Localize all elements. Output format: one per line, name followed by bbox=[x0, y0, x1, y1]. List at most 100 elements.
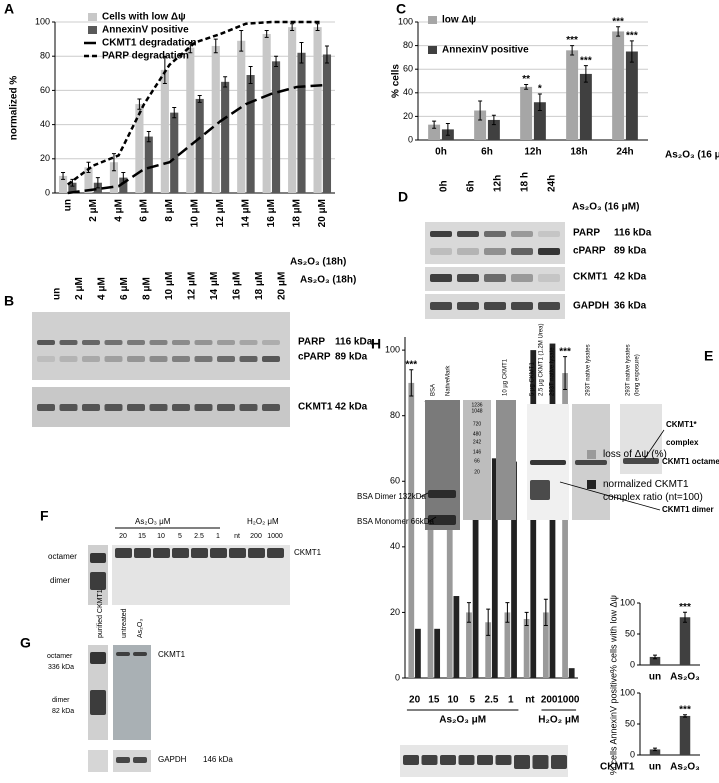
blot-band bbox=[127, 356, 145, 362]
y-tick-label: 80 bbox=[40, 51, 50, 61]
blot-band bbox=[104, 340, 123, 345]
error-bar bbox=[213, 38, 218, 54]
lane-label: nt bbox=[234, 533, 240, 540]
error-bar bbox=[146, 130, 151, 143]
error-bar bbox=[315, 23, 320, 32]
blot-band bbox=[37, 404, 55, 411]
blot-band bbox=[133, 652, 147, 656]
x-tick-label: 1 bbox=[508, 695, 514, 706]
lane-label: 5 bbox=[178, 533, 182, 540]
bar bbox=[649, 656, 661, 665]
y-tick-label: 20 bbox=[40, 153, 50, 163]
lane-label: 20 μM bbox=[277, 272, 288, 300]
error-bar bbox=[537, 93, 542, 111]
bar bbox=[297, 52, 306, 193]
blot-band bbox=[484, 274, 506, 282]
blot-band bbox=[575, 460, 607, 465]
blot-band bbox=[217, 404, 235, 411]
error-bar bbox=[409, 369, 414, 397]
marker-size: 720 bbox=[473, 421, 482, 427]
blot-band bbox=[430, 274, 452, 282]
blot-band bbox=[82, 356, 100, 362]
annotation: BSA Monomer 66kDa bbox=[357, 517, 434, 526]
blot-band bbox=[514, 755, 530, 769]
bar bbox=[679, 715, 691, 755]
form-label: dimer bbox=[50, 576, 70, 585]
blot-band bbox=[530, 480, 550, 500]
bar bbox=[446, 455, 453, 678]
legend-swatch bbox=[428, 16, 437, 24]
blot-band bbox=[37, 340, 55, 345]
bar bbox=[271, 61, 281, 193]
significance: *** bbox=[559, 346, 571, 357]
x-tick-label: 12h bbox=[524, 147, 541, 158]
legend-label: normalized CKMT1 complex ratio (nt=100) bbox=[603, 479, 703, 503]
blot-band bbox=[217, 356, 235, 362]
x-tick-label: As₂O₃ bbox=[670, 672, 700, 683]
significance: *** bbox=[612, 16, 624, 27]
legend-entry: loss of Δψ (%) bbox=[587, 448, 708, 461]
lane-label: 18 μM bbox=[254, 272, 265, 300]
x-tick-label: 8 μM bbox=[164, 199, 175, 222]
band-size: 42 kDa bbox=[335, 402, 368, 413]
error-bar bbox=[239, 30, 244, 52]
error-bar bbox=[197, 95, 202, 103]
blot-band bbox=[172, 356, 190, 362]
error-bar bbox=[445, 122, 450, 136]
bar bbox=[579, 73, 592, 140]
x-tick-label: un bbox=[649, 762, 661, 773]
error-bar bbox=[543, 598, 548, 627]
error-bar bbox=[570, 45, 575, 56]
panel-label: D bbox=[398, 189, 408, 205]
x-tick-label: 20 bbox=[409, 695, 421, 706]
x-tick-label: 200 bbox=[541, 695, 558, 706]
blot-band bbox=[134, 548, 151, 558]
lane-label: 293T native lysates bbox=[626, 344, 632, 396]
annotation: BSA Dimer 132kDa bbox=[357, 492, 426, 501]
y-tick-label: 80 bbox=[390, 410, 400, 420]
bar bbox=[679, 617, 691, 665]
band-label: GAPDH bbox=[573, 301, 609, 312]
blot-image bbox=[463, 400, 491, 520]
error-bar bbox=[299, 42, 304, 64]
error-bar bbox=[274, 55, 279, 67]
band-label: CKMT1 bbox=[600, 762, 635, 773]
lane-label: purified CKMT1 bbox=[97, 589, 104, 638]
blot-band bbox=[239, 404, 258, 411]
blot-band bbox=[172, 548, 189, 558]
y-tick-label: 20 bbox=[390, 607, 400, 617]
error-bar bbox=[137, 98, 142, 110]
error-bar bbox=[524, 611, 529, 627]
blot-band bbox=[239, 340, 258, 345]
band-label: cPARP bbox=[298, 352, 331, 363]
form-label: dimer bbox=[52, 697, 70, 704]
panel-label: H bbox=[371, 336, 381, 352]
lane-label: 2 μM bbox=[74, 277, 85, 300]
blot-band bbox=[262, 340, 280, 345]
x-tick-label: As₂O₃ bbox=[670, 762, 700, 773]
error-bar bbox=[432, 120, 437, 129]
blot-band bbox=[104, 356, 123, 362]
error-bar bbox=[264, 30, 269, 38]
marker-size: 146 bbox=[473, 449, 482, 455]
bar bbox=[427, 422, 434, 678]
bar bbox=[58, 175, 68, 193]
blot-band bbox=[421, 755, 438, 765]
bar bbox=[109, 162, 119, 193]
lane-label: 20 bbox=[119, 533, 127, 540]
legend-label: AnnexinV positive bbox=[102, 25, 189, 36]
legend-label: loss of Δψ (%) bbox=[603, 449, 667, 460]
error-bar bbox=[616, 26, 621, 37]
y-tick-label: 60 bbox=[390, 476, 400, 486]
blot-band bbox=[262, 404, 280, 411]
x-axis-title: As₂O₃ (16 μM) bbox=[665, 150, 719, 161]
blot-band bbox=[90, 553, 106, 563]
legend-swatch bbox=[88, 26, 97, 34]
blot-band bbox=[149, 404, 168, 411]
band-label: GAPDH bbox=[158, 755, 187, 764]
blot-band bbox=[623, 458, 659, 464]
band-label: CKMT1 bbox=[294, 548, 322, 557]
panel-label: C bbox=[396, 1, 406, 17]
lane-label: 1000 bbox=[267, 533, 283, 540]
blot-band bbox=[457, 248, 479, 255]
